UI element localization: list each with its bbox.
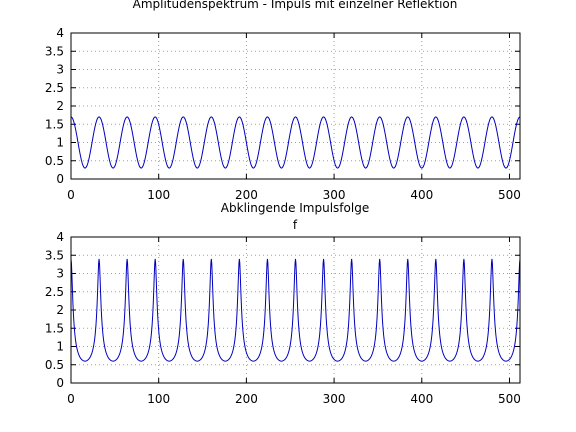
y-tick-label: 1 <box>56 340 64 354</box>
y-tick-label: 2.5 <box>45 81 64 95</box>
x-tick-label: 500 <box>498 188 521 202</box>
y-tick-label: 0 <box>56 376 64 390</box>
chart-decaying-pulse-train: Abklingende Impulsfolge f 0 0.5 1 1.5 2 2.5 3 3… <box>45 201 521 406</box>
x-tick-label: 100 <box>147 392 170 406</box>
y-tick-label: 0.5 <box>45 358 64 372</box>
x-tick-label: 200 <box>235 188 258 202</box>
x-tick-label: 300 <box>323 392 346 406</box>
x-tick-label: 300 <box>323 188 346 202</box>
y-tick-label: 1 <box>56 136 64 150</box>
y-tick-label: 3 <box>56 63 64 77</box>
grid <box>71 33 520 179</box>
x-axis-label: f <box>293 218 298 232</box>
plot-frame <box>70 236 521 384</box>
grid <box>71 237 520 383</box>
x-tick-label: 0 <box>67 188 75 202</box>
series-group <box>70 258 521 362</box>
x-tick-label: 400 <box>410 188 433 202</box>
y-tick-label: 3.5 <box>45 248 64 262</box>
series-group <box>70 116 521 169</box>
x-tick-label: 200 <box>235 392 258 406</box>
chart-title: Abklingende Impulsfolge <box>221 201 369 215</box>
chart-amplitude-spectrum: Amplitudenspektrum - Impuls mit einzelne… <box>45 0 521 202</box>
axis-ticks: 0 0.5 1 1.5 2 2.5 3 3.5 4 0 100 200 300 400 500 <box>45 26 521 202</box>
y-tick-label: 0.5 <box>45 154 64 168</box>
y-tick-label: 4 <box>56 26 64 40</box>
y-tick-label: 2 <box>56 99 64 113</box>
axis-ticks: 0 0.5 1 1.5 2 2.5 3 3.5 4 0 100 200 300 400 500 <box>45 230 521 406</box>
x-tick-label: 500 <box>498 392 521 406</box>
x-tick-label: 400 <box>410 392 433 406</box>
chart-title: Amplitudenspektrum - Impuls mit einzelne… <box>133 0 458 11</box>
y-tick-label: 1.5 <box>45 321 64 335</box>
y-tick-label: 2 <box>56 303 64 317</box>
y-tick-label: 1.5 <box>45 117 64 131</box>
y-tick-label: 4 <box>56 230 64 244</box>
y-tick-label: 2.5 <box>45 285 64 299</box>
y-tick-label: 3.5 <box>45 44 64 58</box>
plot-frame <box>70 32 521 180</box>
series-line <box>70 116 521 169</box>
y-tick-label: 0 <box>56 172 64 186</box>
x-tick-label: 0 <box>67 392 75 406</box>
series-line <box>70 258 521 362</box>
x-tick-label: 100 <box>147 188 170 202</box>
y-tick-label: 3 <box>56 267 64 281</box>
